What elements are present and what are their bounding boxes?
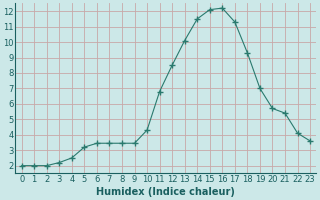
X-axis label: Humidex (Indice chaleur): Humidex (Indice chaleur) — [96, 187, 235, 197]
